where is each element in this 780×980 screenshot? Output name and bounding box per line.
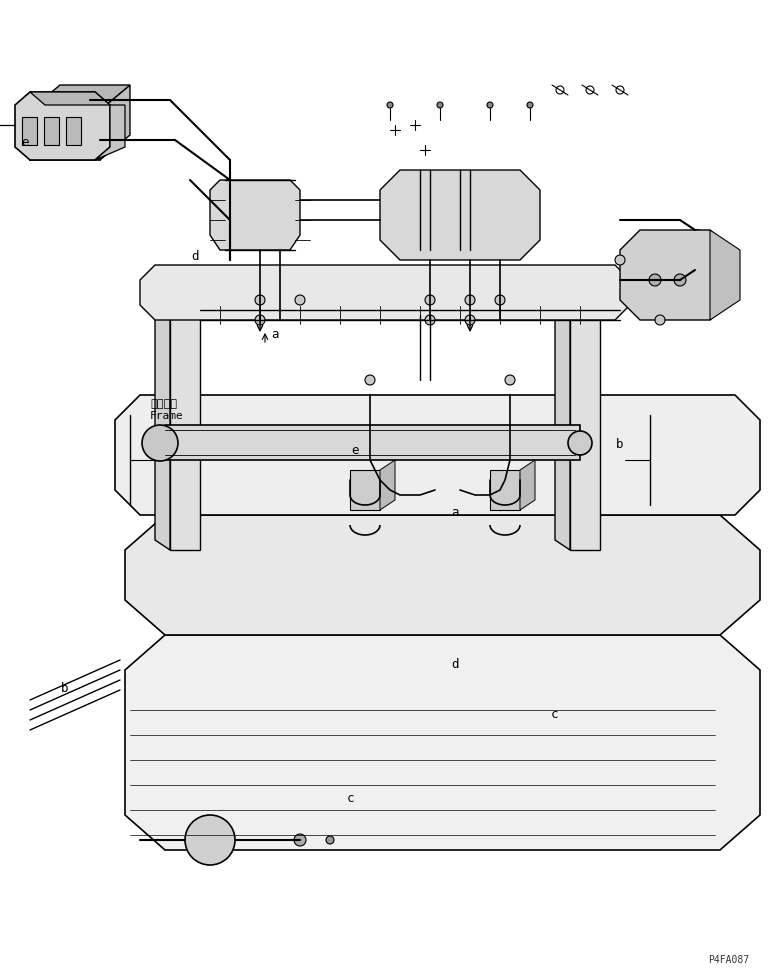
Circle shape (465, 315, 475, 325)
Polygon shape (30, 85, 130, 110)
Circle shape (437, 102, 443, 108)
Polygon shape (350, 470, 380, 510)
Text: a: a (452, 506, 459, 518)
Circle shape (495, 295, 505, 305)
Polygon shape (95, 105, 125, 160)
Circle shape (185, 815, 235, 865)
Text: b: b (616, 438, 624, 452)
Text: c: c (551, 709, 558, 721)
Text: c: c (346, 792, 354, 805)
Circle shape (65, 130, 75, 140)
Polygon shape (125, 515, 760, 635)
Text: e: e (21, 135, 29, 149)
Text: a: a (271, 328, 278, 341)
Text: P4FA087: P4FA087 (708, 955, 749, 965)
Circle shape (255, 295, 265, 305)
Polygon shape (380, 460, 395, 510)
Polygon shape (100, 85, 130, 160)
Polygon shape (115, 395, 760, 515)
Polygon shape (520, 460, 535, 510)
Text: d: d (452, 659, 459, 671)
Circle shape (505, 375, 515, 385)
Bar (66, 117, 81, 145)
Polygon shape (620, 230, 730, 320)
Text: フレーム: フレーム (150, 399, 177, 409)
Polygon shape (15, 92, 110, 160)
Polygon shape (125, 635, 760, 850)
Text: b: b (62, 681, 69, 695)
Circle shape (527, 102, 533, 108)
Text: Frame: Frame (150, 411, 184, 421)
Circle shape (142, 425, 178, 461)
Circle shape (655, 315, 665, 325)
Circle shape (674, 274, 686, 286)
Text: d: d (191, 251, 199, 264)
Circle shape (487, 102, 493, 108)
Polygon shape (210, 180, 300, 250)
Circle shape (294, 834, 306, 846)
Circle shape (365, 375, 375, 385)
Circle shape (295, 295, 305, 305)
Polygon shape (490, 470, 520, 510)
Circle shape (425, 315, 435, 325)
Circle shape (387, 102, 393, 108)
Polygon shape (30, 92, 110, 105)
Circle shape (45, 130, 55, 140)
Circle shape (425, 295, 435, 305)
Circle shape (568, 431, 592, 455)
Polygon shape (555, 300, 570, 550)
Text: e: e (351, 444, 359, 457)
Polygon shape (165, 425, 580, 460)
Polygon shape (380, 170, 540, 260)
Circle shape (465, 295, 475, 305)
Bar (44, 117, 59, 145)
Circle shape (615, 255, 625, 265)
Polygon shape (140, 265, 630, 320)
Polygon shape (570, 300, 600, 550)
Polygon shape (30, 110, 100, 160)
Circle shape (326, 836, 334, 844)
Circle shape (255, 315, 265, 325)
Circle shape (85, 130, 95, 140)
Polygon shape (155, 300, 170, 550)
Polygon shape (710, 230, 740, 320)
Polygon shape (170, 300, 200, 550)
Circle shape (649, 274, 661, 286)
Bar (22, 117, 37, 145)
